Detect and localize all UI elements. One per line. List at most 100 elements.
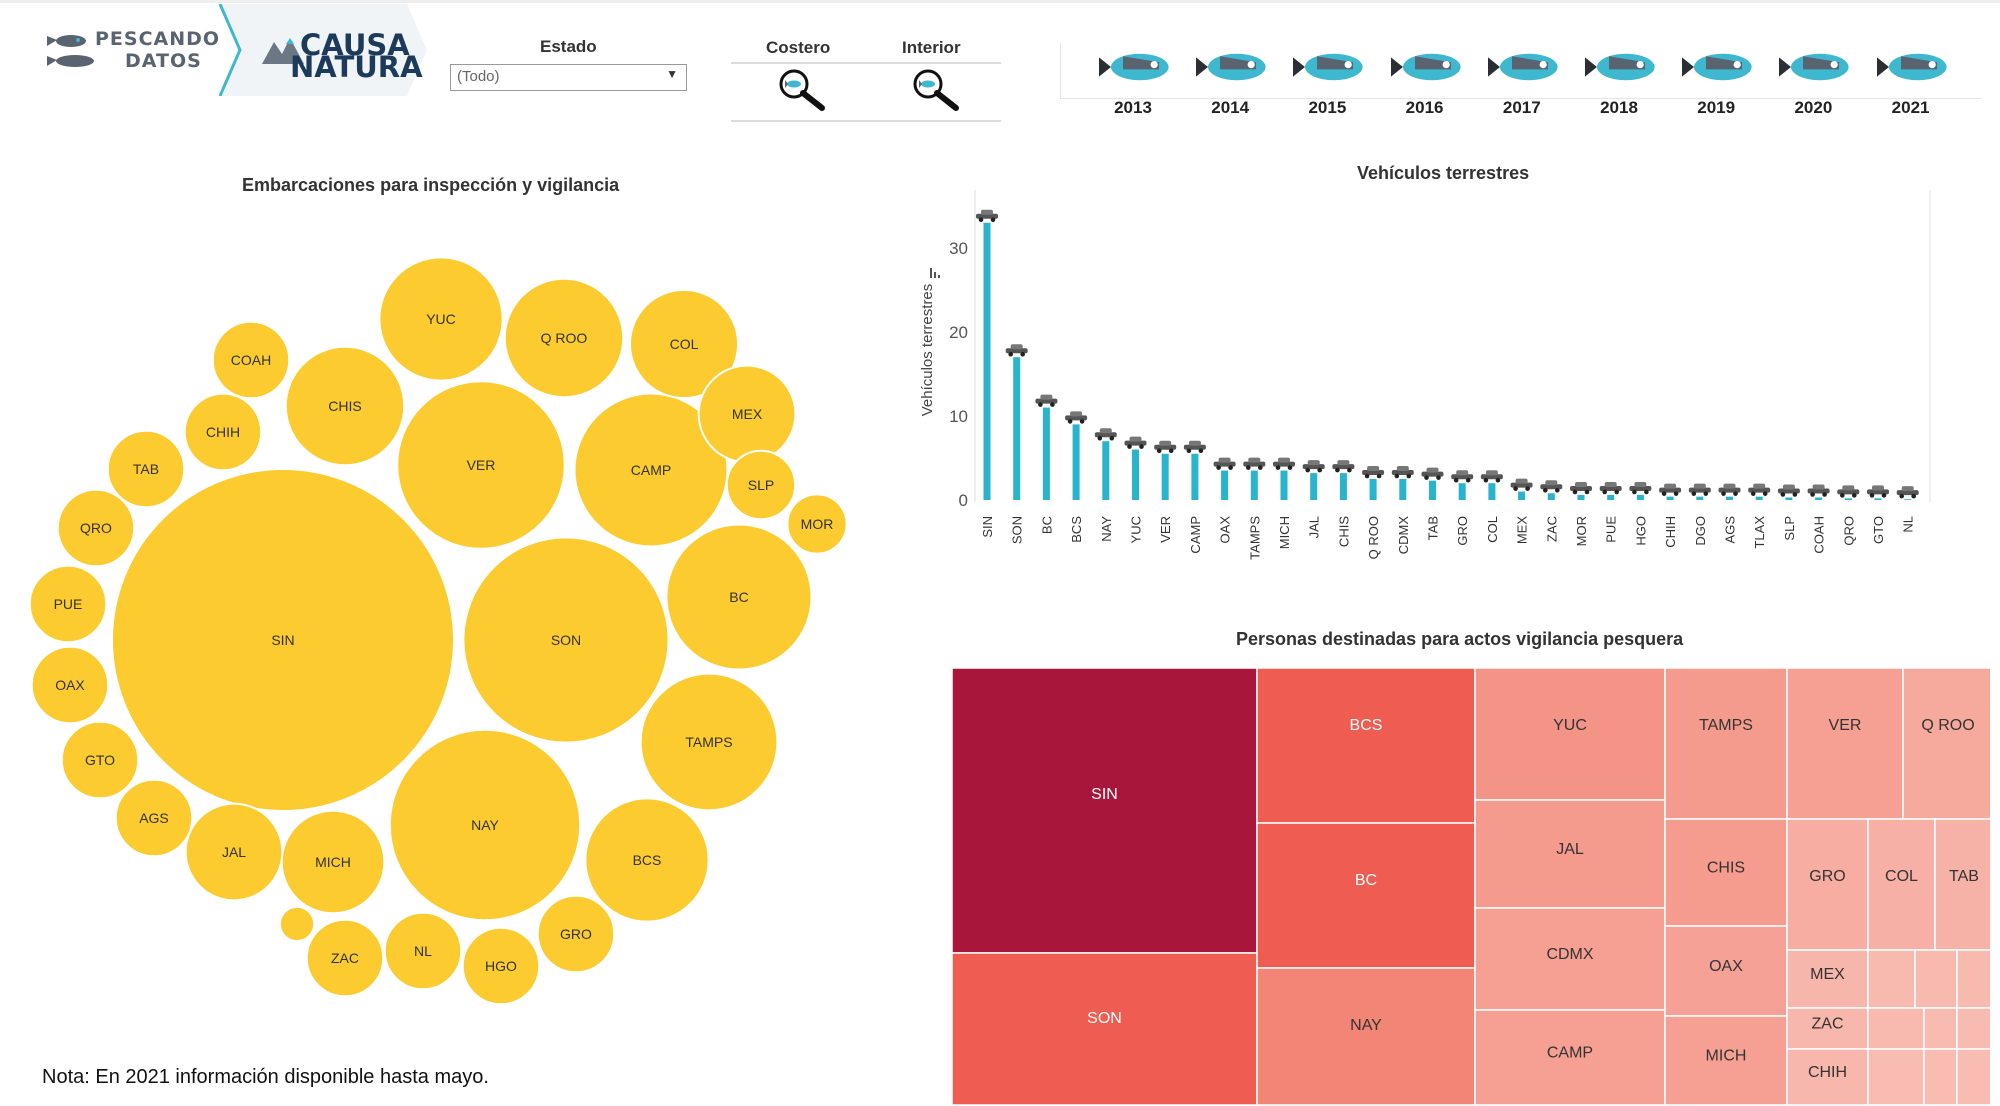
bubble[interactable]: BCS bbox=[584, 797, 710, 923]
bar[interactable] bbox=[1369, 479, 1377, 500]
bubble[interactable]: MEX bbox=[697, 364, 797, 464]
treemap-cell[interactable]: Q ROO bbox=[1902, 668, 1990, 820]
bar[interactable] bbox=[1755, 496, 1763, 500]
bar[interactable] bbox=[1013, 357, 1021, 500]
bubble[interactable]: GRO bbox=[536, 894, 616, 974]
bar[interactable] bbox=[1221, 470, 1229, 500]
bubble[interactable]: QRO bbox=[56, 488, 136, 568]
bar[interactable] bbox=[1726, 496, 1733, 500]
treemap-cell[interactable] bbox=[1867, 949, 1916, 1009]
treemap-cell[interactable]: CAMP bbox=[1474, 1009, 1666, 1106]
bar[interactable] bbox=[1904, 499, 1912, 500]
costero-magnifier-icon[interactable] bbox=[774, 66, 830, 112]
treemap-cell[interactable]: SON bbox=[952, 952, 1258, 1106]
treemap-cell[interactable]: NAY bbox=[1256, 967, 1476, 1106]
treemap-cell[interactable]: MICH bbox=[1664, 1015, 1788, 1106]
bar[interactable] bbox=[1488, 483, 1496, 500]
bubble[interactable]: CAMP bbox=[573, 392, 729, 548]
treemap-cell[interactable]: GRO bbox=[1786, 818, 1869, 951]
bar[interactable] bbox=[1072, 424, 1080, 500]
bubble[interactable]: CHIS bbox=[284, 345, 406, 467]
bar[interactable] bbox=[1042, 407, 1050, 500]
bubble[interactable]: GTO bbox=[60, 720, 140, 800]
pescando-datos-logo[interactable]: PESCANDO DATOS bbox=[45, 28, 219, 78]
bubble[interactable]: VER bbox=[396, 380, 566, 550]
treemap-cell[interactable]: BC bbox=[1256, 822, 1476, 969]
bubble[interactable]: NL bbox=[383, 911, 463, 991]
bar[interactable] bbox=[1102, 441, 1110, 500]
bar[interactable] bbox=[1696, 496, 1704, 500]
year-button-2017[interactable]: 2017 bbox=[1482, 50, 1562, 118]
treemap-cell[interactable] bbox=[1923, 1048, 1958, 1106]
bar[interactable] bbox=[1280, 470, 1288, 500]
estado-dropdown[interactable]: (Todo) ▼ bbox=[450, 64, 687, 91]
bubble[interactable]: PUE bbox=[28, 564, 108, 644]
bar[interactable] bbox=[1666, 496, 1674, 500]
bubble[interactable]: JAL bbox=[184, 802, 284, 902]
causa-natura-word2[interactable]: NATURA bbox=[290, 50, 423, 84]
bubble[interactable] bbox=[278, 905, 316, 943]
bar[interactable] bbox=[1399, 479, 1407, 500]
treemap-cell[interactable]: CHIS bbox=[1664, 818, 1788, 927]
year-button-2015[interactable]: 2015 bbox=[1287, 50, 1367, 118]
bar[interactable] bbox=[1844, 498, 1852, 500]
year-button-2021[interactable]: 2021 bbox=[1871, 50, 1951, 118]
treemap-cell[interactable]: CDMX bbox=[1474, 907, 1666, 1011]
bubble[interactable]: COAH bbox=[211, 320, 291, 400]
bubble[interactable]: Q ROO bbox=[503, 277, 625, 399]
year-button-2019[interactable]: 2019 bbox=[1676, 50, 1756, 118]
bubble[interactable]: AGS bbox=[114, 778, 194, 858]
bar[interactable] bbox=[1429, 480, 1436, 500]
treemap-cell[interactable]: MEX bbox=[1786, 949, 1869, 1009]
treemap-cell[interactable]: OAX bbox=[1664, 925, 1788, 1017]
bubble[interactable]: NAY bbox=[388, 728, 582, 922]
treemap-cell[interactable]: COL bbox=[1867, 818, 1936, 951]
treemap-cell[interactable]: JAL bbox=[1474, 799, 1666, 909]
treemap-cell[interactable]: BCS bbox=[1256, 668, 1476, 824]
treemap-cell[interactable] bbox=[1956, 1048, 1990, 1106]
year-button-2014[interactable]: 2014 bbox=[1190, 50, 1270, 118]
treemap-cell[interactable]: TAMPS bbox=[1664, 668, 1788, 820]
bar[interactable] bbox=[1547, 493, 1555, 500]
bubble[interactable]: OAX bbox=[30, 645, 110, 725]
bar[interactable] bbox=[1310, 473, 1318, 500]
treemap-cell[interactable]: YUC bbox=[1474, 668, 1666, 801]
bar[interactable] bbox=[1191, 453, 1199, 500]
treemap-cell[interactable] bbox=[1923, 1007, 1958, 1050]
bubble[interactable]: YUC bbox=[378, 256, 504, 382]
bubble[interactable]: SIN bbox=[111, 468, 455, 812]
year-button-2020[interactable]: 2020 bbox=[1773, 50, 1853, 118]
bar[interactable] bbox=[1607, 494, 1615, 500]
bubble[interactable]: SON bbox=[462, 536, 670, 744]
treemap-cell[interactable] bbox=[1867, 1048, 1925, 1106]
treemap-cell[interactable]: ZAC bbox=[1786, 1007, 1869, 1050]
treemap-cell[interactable]: VER bbox=[1786, 668, 1904, 820]
bar[interactable] bbox=[1577, 494, 1585, 500]
year-button-2018[interactable]: 2018 bbox=[1579, 50, 1659, 118]
causa-natura-word1[interactable]: CAUSA bbox=[300, 28, 410, 62]
treemap-cell[interactable]: SIN bbox=[952, 668, 1258, 954]
treemap-cell[interactable] bbox=[1867, 1007, 1925, 1050]
bubble[interactable]: HGO bbox=[461, 926, 541, 1006]
bubble[interactable]: ZAC bbox=[305, 918, 385, 998]
bar[interactable] bbox=[1458, 483, 1466, 500]
bar[interactable] bbox=[1161, 453, 1169, 500]
bar[interactable] bbox=[1250, 470, 1258, 500]
bubble[interactable]: TAB bbox=[106, 429, 186, 509]
year-button-2013[interactable]: 2013 bbox=[1093, 50, 1173, 118]
bubble[interactable]: MOR bbox=[786, 493, 848, 555]
year-button-2016[interactable]: 2016 bbox=[1385, 50, 1465, 118]
treemap-cell[interactable] bbox=[1956, 1007, 1990, 1050]
treemap-cell[interactable] bbox=[1956, 949, 1990, 1009]
bar[interactable] bbox=[1132, 449, 1139, 500]
bar[interactable] bbox=[1339, 473, 1347, 500]
bar[interactable] bbox=[1518, 491, 1526, 500]
bubble[interactable]: MICH bbox=[280, 809, 386, 915]
bar[interactable] bbox=[1785, 497, 1793, 500]
treemap-cell[interactable] bbox=[1914, 949, 1958, 1009]
bubble[interactable]: TAMPS bbox=[639, 672, 779, 812]
bubble[interactable]: SLP bbox=[725, 449, 797, 521]
bar[interactable] bbox=[983, 222, 991, 501]
bubble[interactable]: CHIH bbox=[183, 392, 263, 472]
interior-magnifier-icon[interactable] bbox=[908, 66, 964, 112]
